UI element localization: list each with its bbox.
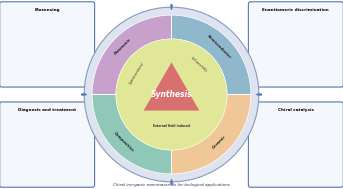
- Text: Semiconductor: Semiconductor: [206, 34, 233, 59]
- Text: External field-induced: External field-induced: [153, 124, 190, 128]
- Wedge shape: [172, 15, 251, 94]
- Text: Enantiomeric discrimination: Enantiomeric discrimination: [262, 8, 329, 12]
- Polygon shape: [144, 62, 199, 111]
- Circle shape: [116, 39, 227, 150]
- Text: Compositive: Compositive: [113, 132, 134, 153]
- Wedge shape: [92, 15, 172, 94]
- Text: Synthesis: Synthesis: [151, 90, 192, 99]
- Text: Chiral catalysis: Chiral catalysis: [278, 108, 314, 112]
- Text: Ceramic: Ceramic: [212, 135, 227, 150]
- Circle shape: [84, 7, 259, 182]
- FancyBboxPatch shape: [248, 102, 343, 187]
- FancyBboxPatch shape: [248, 2, 343, 87]
- Text: Chiral inorganic nanomaterials for biological applications: Chiral inorganic nanomaterials for biolo…: [113, 183, 230, 187]
- FancyBboxPatch shape: [0, 2, 95, 87]
- Text: Self-assembly: Self-assembly: [190, 56, 208, 73]
- Wedge shape: [92, 94, 172, 174]
- Text: Ligand-mediated: Ligand-mediated: [129, 61, 145, 85]
- Text: Diagnosis and treatment: Diagnosis and treatment: [18, 108, 76, 112]
- Text: Plasmonic: Plasmonic: [114, 37, 133, 56]
- Text: Biosensing: Biosensing: [34, 8, 60, 12]
- FancyBboxPatch shape: [0, 102, 95, 187]
- Wedge shape: [172, 94, 251, 174]
